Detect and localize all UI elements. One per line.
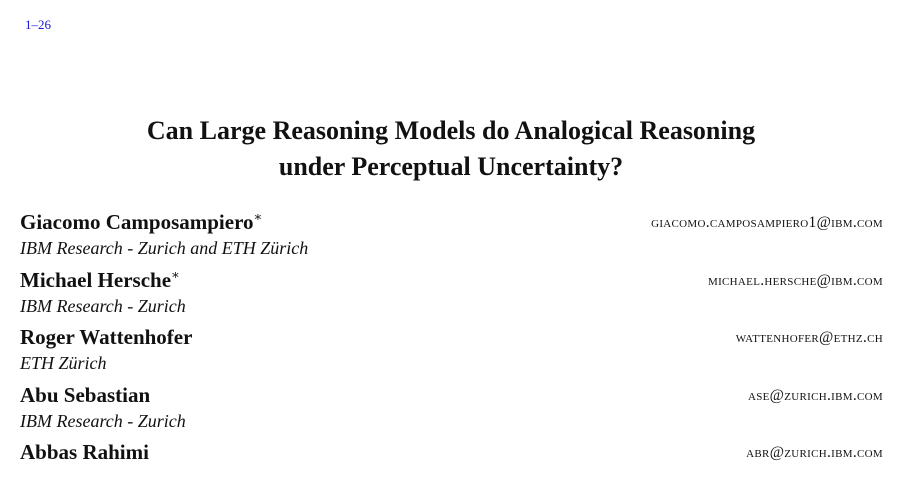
author-block: Abbas Rahimi ABR@ZURICH.IBM.COM — [20, 438, 883, 496]
author-email[interactable]: ABR@ZURICH.IBM.COM — [746, 444, 883, 461]
page-range-link[interactable]: 1–26 — [25, 17, 51, 32]
author-block: Abu Sebastian ASE@ZURICH.IBM.COM IBM Res… — [20, 381, 883, 439]
author-list: Giacomo Camposampiero∗ GIACOMO.CAMPOSAMP… — [20, 208, 883, 496]
equal-contribution-mark: ∗ — [171, 266, 180, 282]
author-email[interactable]: ASE@ZURICH.IBM.COM — [748, 386, 883, 404]
author-name: Abbas Rahimi — [20, 438, 149, 466]
author-block: Michael Hersche∗ MICHAEL.HERSCHE@IBM.COM… — [20, 266, 883, 324]
author-email[interactable]: MICHAEL.HERSCHE@IBM.COM — [708, 271, 883, 289]
paper-title-line-1: Can Large Reasoning Models do Analogical… — [146, 116, 756, 145]
author-affiliation: ETH Zürich — [20, 353, 107, 373]
author-name-text: Giacomo Camposampiero — [20, 210, 254, 234]
author-name-text: Michael Hersche — [20, 267, 172, 292]
equal-contribution-mark: ∗ — [253, 209, 263, 224]
author-affiliation: IBM Research - Zurich and ETH Zürich — [20, 238, 309, 258]
author-name-text: Abu Sebastian — [20, 382, 151, 407]
author-name: Michael Hersche∗ — [20, 266, 180, 294]
author-email[interactable]: GIACOMO.CAMPOSAMPIERO1@IBM.COM — [651, 214, 883, 231]
author-affiliation: IBM Research - Zurich — [20, 410, 186, 431]
author-block: Giacomo Camposampiero∗ GIACOMO.CAMPOSAMP… — [20, 208, 883, 266]
author-name-text: Abbas Rahimi — [20, 440, 149, 464]
paper-title: Can Large Reasoning Models do Analogical… — [0, 113, 902, 185]
author-name: Giacomo Camposampiero∗ — [20, 208, 262, 236]
paper-title-line-2: under Perceptual Uncertainty? — [278, 152, 624, 181]
author-affiliation: IBM Research - Zurich — [20, 295, 186, 316]
author-name: Abu Sebastian — [20, 381, 150, 409]
author-name-text: Roger Wattenhofer — [20, 325, 193, 349]
author-name: Roger Wattenhofer — [20, 323, 192, 351]
